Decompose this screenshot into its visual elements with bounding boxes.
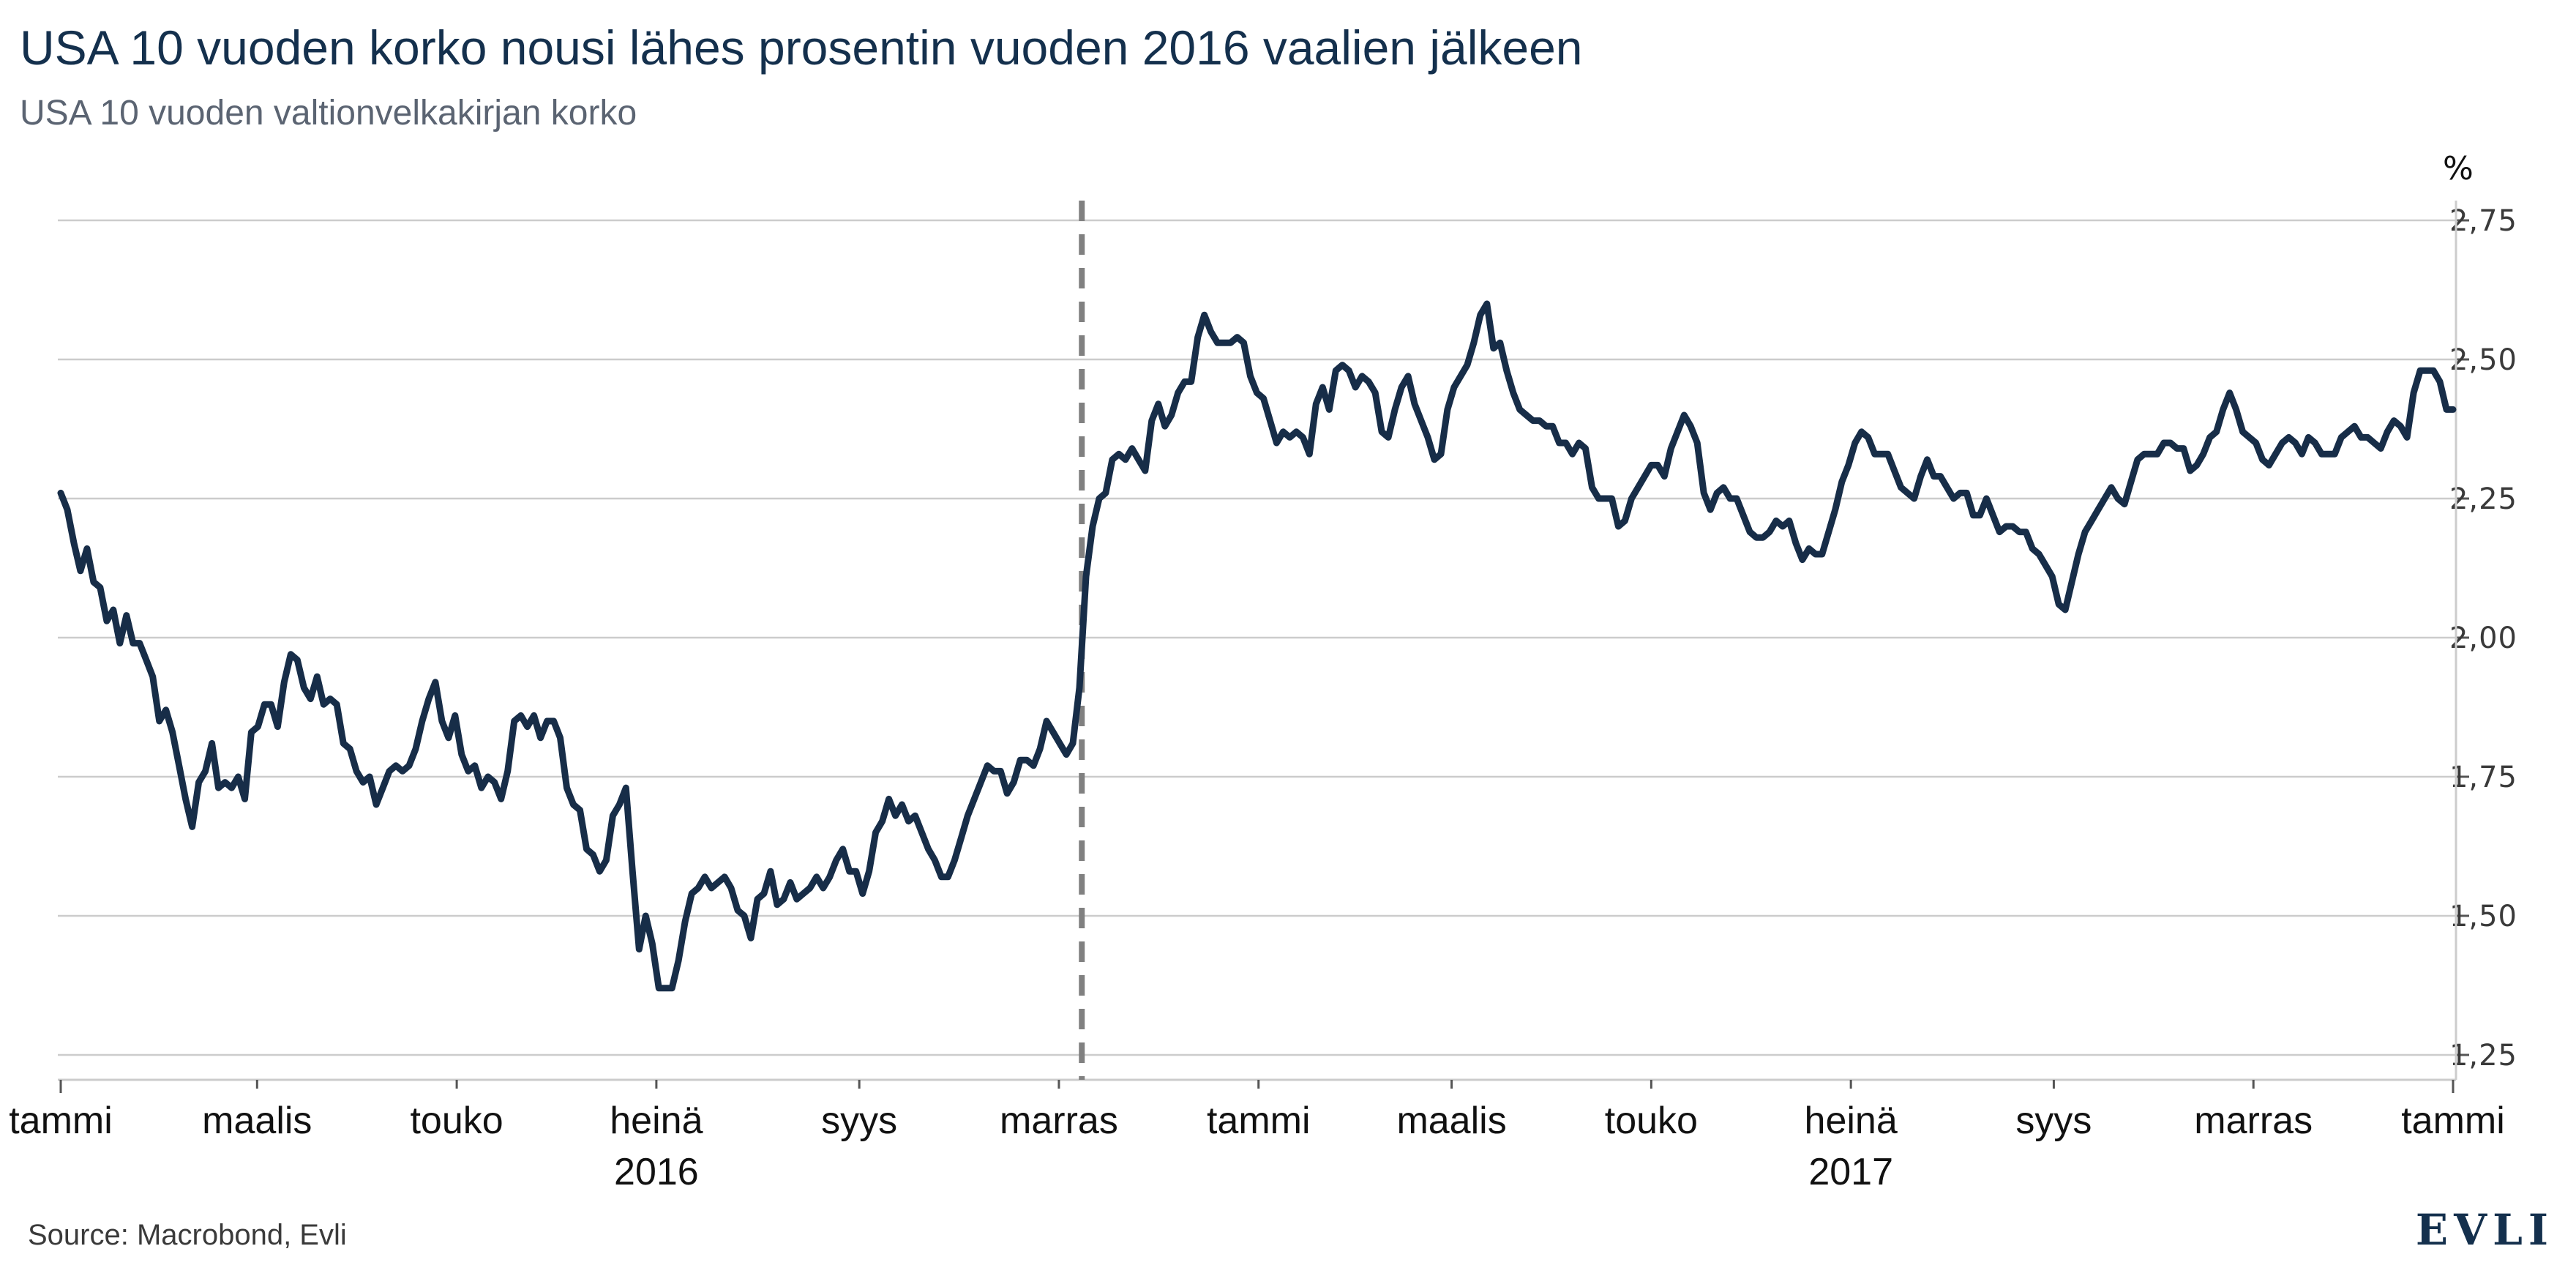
- x-tick-label: marras: [2194, 1100, 2313, 1142]
- x-tick-label: syys: [821, 1100, 897, 1142]
- x-axis-ticks: tammi maalis touko heinä syys marras tammi maal…: [9, 1080, 2505, 1193]
- y-tick-label: 1,25: [2449, 1039, 2517, 1072]
- chart-subtitle: USA 10 vuoden valtionvelkakirjan korko: [20, 94, 637, 133]
- x-tick-label: tammi: [9, 1100, 113, 1142]
- y-axis-unit-label: %: [2443, 150, 2474, 187]
- y-tick-label: 1,50: [2449, 900, 2517, 933]
- x-year-label: 2016: [614, 1151, 699, 1193]
- y-axis-ticks: 2,75 2,50 2,25 2,00 1,75 1,50 1,25: [2449, 204, 2517, 1072]
- x-tick-label: tammi: [2401, 1100, 2505, 1142]
- series-line-usa-10y-yield: [57, 300, 2457, 992]
- x-tick-label: marras: [1000, 1100, 1118, 1142]
- gridlines: [58, 219, 2456, 1056]
- chart-title: USA 10 vuoden korko nousi lähes prosenti…: [20, 20, 1583, 75]
- y-tick-label: 2,50: [2449, 343, 2517, 377]
- evli-logo: EVLI: [2416, 1205, 2554, 1255]
- x-tick-label: touko: [1605, 1100, 1698, 1142]
- x-year-label: 2017: [1808, 1151, 1893, 1193]
- x-tick-label: heinä: [610, 1100, 703, 1142]
- x-tick-label: tammi: [1207, 1100, 1311, 1142]
- source-note: Source: Macrobond, Evli: [28, 1219, 347, 1251]
- y-tick-label: 2,75: [2449, 204, 2517, 238]
- y-tick-label: 2,25: [2449, 482, 2517, 516]
- x-tick-label: heinä: [1805, 1100, 1898, 1142]
- y-tick-label: 1,75: [2449, 761, 2517, 794]
- x-tick-label: touko: [410, 1100, 503, 1142]
- x-tick-label: maalis: [202, 1100, 312, 1142]
- x-tick-label: syys: [2015, 1100, 2092, 1142]
- x-tick-label: maalis: [1396, 1100, 1506, 1142]
- y-tick-label: 2,00: [2449, 622, 2517, 655]
